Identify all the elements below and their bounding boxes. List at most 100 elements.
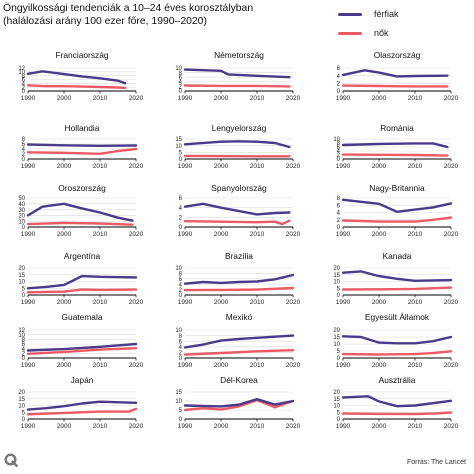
subplot-title: Lengyelország [212, 123, 267, 133]
subplot-title: Guatemala [62, 312, 103, 322]
y-tick-label: 8 [337, 196, 341, 202]
y-tick-label: 10 [175, 144, 182, 150]
series-line-male [26, 342, 138, 352]
series-line-female [183, 398, 295, 412]
x-tick-label: 2020 [286, 231, 301, 238]
x-tick-label: 2010 [408, 362, 423, 369]
y-tick-label: 2 [179, 288, 183, 294]
series-line-female [26, 347, 138, 355]
x-tick-label: 2020 [129, 231, 144, 238]
y-tick-label: 2 [179, 351, 183, 357]
series-line-female [341, 153, 449, 157]
y-tick-label: 6 [179, 75, 183, 81]
y-tick-label: 10 [333, 404, 340, 410]
y-tick-label: 4 [179, 282, 183, 288]
series-line-male [183, 273, 295, 285]
x-tick-label: 2020 [286, 163, 301, 170]
subplot-title: Olaszország [374, 50, 421, 60]
y-tick-label: 6 [22, 142, 26, 148]
x-tick-label: 2010 [408, 95, 423, 102]
y-tick-label: 2 [337, 218, 341, 224]
y-tick-label: 10 [18, 280, 25, 286]
series-line-male [183, 398, 295, 408]
y-tick-label: 10 [175, 328, 182, 334]
series-line-female [341, 286, 453, 291]
series-line-female [26, 221, 134, 226]
x-tick-label: 2020 [444, 163, 459, 170]
subplot-title: Oroszország [58, 183, 106, 193]
x-tick-label: 1990 [178, 423, 193, 430]
subplot-title: Egyesült Államok [365, 312, 430, 322]
y-tick-label: 10 [18, 70, 25, 76]
y-tick-label: 10 [175, 399, 182, 405]
x-tick-label: 2010 [250, 163, 265, 170]
series-line-male [341, 335, 453, 345]
x-tick-label: 2010 [250, 95, 265, 102]
x-tick-label: 2010 [250, 299, 265, 306]
series-line-male [183, 68, 291, 79]
x-tick-label: 2020 [286, 423, 301, 430]
y-tick-label: 4 [337, 211, 341, 217]
x-tick-label: 2010 [408, 163, 423, 170]
chart-nagy-britannia: Nagy-Britannia 024 68 1990 2000 2010 2020 [336, 183, 459, 238]
x-tick-label: 1990 [336, 95, 351, 102]
y-tick-label: 5 [179, 408, 183, 414]
y-tick-label: 40 [18, 202, 25, 208]
legend-swatch-female [338, 32, 362, 35]
y-tick-label: 5 [22, 410, 26, 416]
legend-label-female: nők [374, 28, 389, 38]
y-tick-label: 0 [337, 356, 341, 362]
x-tick-label: 2010 [93, 423, 108, 430]
y-tick-label: 4 [337, 149, 341, 155]
x-tick-label: 2020 [129, 95, 144, 102]
y-tick-label: 5 [22, 286, 26, 292]
subplot-title: Spanyolország [211, 183, 267, 193]
x-tick-label: 2020 [129, 362, 144, 369]
x-tick-label: 1990 [21, 95, 36, 102]
x-tick-label: 2000 [214, 362, 229, 369]
x-tick-label: 2000 [57, 299, 72, 306]
series-line-male [26, 143, 138, 148]
x-tick-label: 1990 [21, 299, 36, 306]
x-tick-label: 2020 [444, 299, 459, 306]
y-tick-label: 10 [333, 280, 340, 286]
y-tick-label: 8 [179, 71, 183, 77]
y-tick-label: 0 [337, 157, 341, 163]
chart-title: Öngyilkossági tendenciák a 10–24 éves ko… [3, 2, 253, 28]
chart-olaszorszag: Olaszország 02 4 6 1990 2000 2010 2020 [336, 50, 459, 102]
subplot-title: Japán [71, 375, 94, 385]
y-tick-label: 2 [22, 152, 26, 158]
x-tick-label: 2000 [372, 231, 387, 238]
series-line-female [341, 216, 453, 223]
y-tick-label: 8 [22, 338, 26, 344]
series-line-female [26, 407, 138, 416]
series-line-female [26, 288, 138, 294]
y-tick-label: 20 [18, 214, 25, 220]
subplot-title: Franciaország [55, 50, 108, 60]
y-tick-label: 0 [179, 356, 183, 362]
series-line-male [341, 270, 453, 282]
x-tick-label: 1990 [21, 231, 36, 238]
series-line-female [26, 147, 138, 156]
y-tick-label: 4 [22, 82, 26, 88]
y-tick-label: 20 [333, 390, 340, 396]
y-tick-label: 5 [337, 349, 341, 355]
x-tick-label: 1990 [336, 299, 351, 306]
x-tick-label: 2020 [444, 231, 459, 238]
y-tick-label: 15 [333, 397, 340, 403]
y-tick-label: 5 [337, 410, 341, 416]
y-tick-label: 8 [179, 272, 183, 278]
y-tick-label: 10 [18, 333, 25, 339]
series-line-female [183, 84, 291, 88]
series-line-female [341, 350, 453, 356]
x-tick-label: 2020 [129, 423, 144, 430]
series-line-female [183, 349, 295, 356]
y-tick-label: 10 [333, 137, 340, 143]
y-tick-label: 0 [179, 157, 183, 163]
y-tick-label: 20 [18, 390, 25, 396]
